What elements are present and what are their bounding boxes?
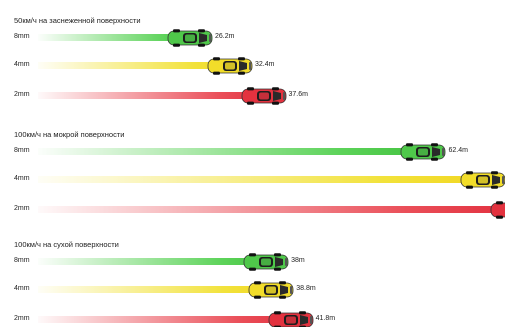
value-label: 37.6m	[288, 91, 308, 98]
distance-bar	[38, 92, 281, 99]
value-label: 32.4m	[254, 61, 275, 68]
distance-bar	[38, 258, 284, 265]
car-icon	[207, 56, 253, 76]
car-icon	[248, 280, 294, 300]
car-icon	[243, 252, 289, 272]
panel-title: 100км/ч на мокрой поверхности	[14, 130, 125, 139]
row-label-8mm: 8mm	[14, 147, 30, 154]
row-label-8mm: 8mm	[14, 33, 30, 40]
row-label-4mm: 4mm	[14, 285, 30, 292]
car-icon	[460, 170, 505, 190]
distance-bar	[38, 62, 247, 69]
panel-title: 50км/ч на заснеженной поверхности	[14, 16, 141, 25]
car-icon	[400, 142, 446, 162]
car-icon	[241, 86, 287, 106]
value-label: 62.4m	[448, 147, 468, 154]
car-icon	[268, 310, 314, 327]
row-label-4mm: 4mm	[14, 61, 30, 68]
panel-title: 100км/ч на сухой поверхности	[14, 240, 119, 249]
row-label-2mm: 2mm	[14, 315, 30, 322]
distance-bar	[38, 286, 289, 293]
value-label: 26.2m	[214, 33, 235, 40]
distance-bar	[38, 34, 207, 41]
row-label-8mm: 8mm	[14, 257, 30, 264]
value-label: 41.8m	[315, 315, 336, 322]
distance-bar	[38, 148, 441, 155]
row-label-4mm: 4mm	[14, 175, 30, 182]
value-label: 38.8m	[296, 285, 316, 292]
car-icon	[490, 200, 505, 220]
distance-bar	[38, 206, 505, 213]
car-icon	[167, 28, 213, 48]
row-label-2mm: 2mm	[14, 91, 30, 98]
value-label: 38m	[291, 257, 305, 264]
distance-bar	[38, 176, 500, 183]
row-label-2mm: 2mm	[14, 205, 30, 212]
distance-bar	[38, 316, 308, 323]
